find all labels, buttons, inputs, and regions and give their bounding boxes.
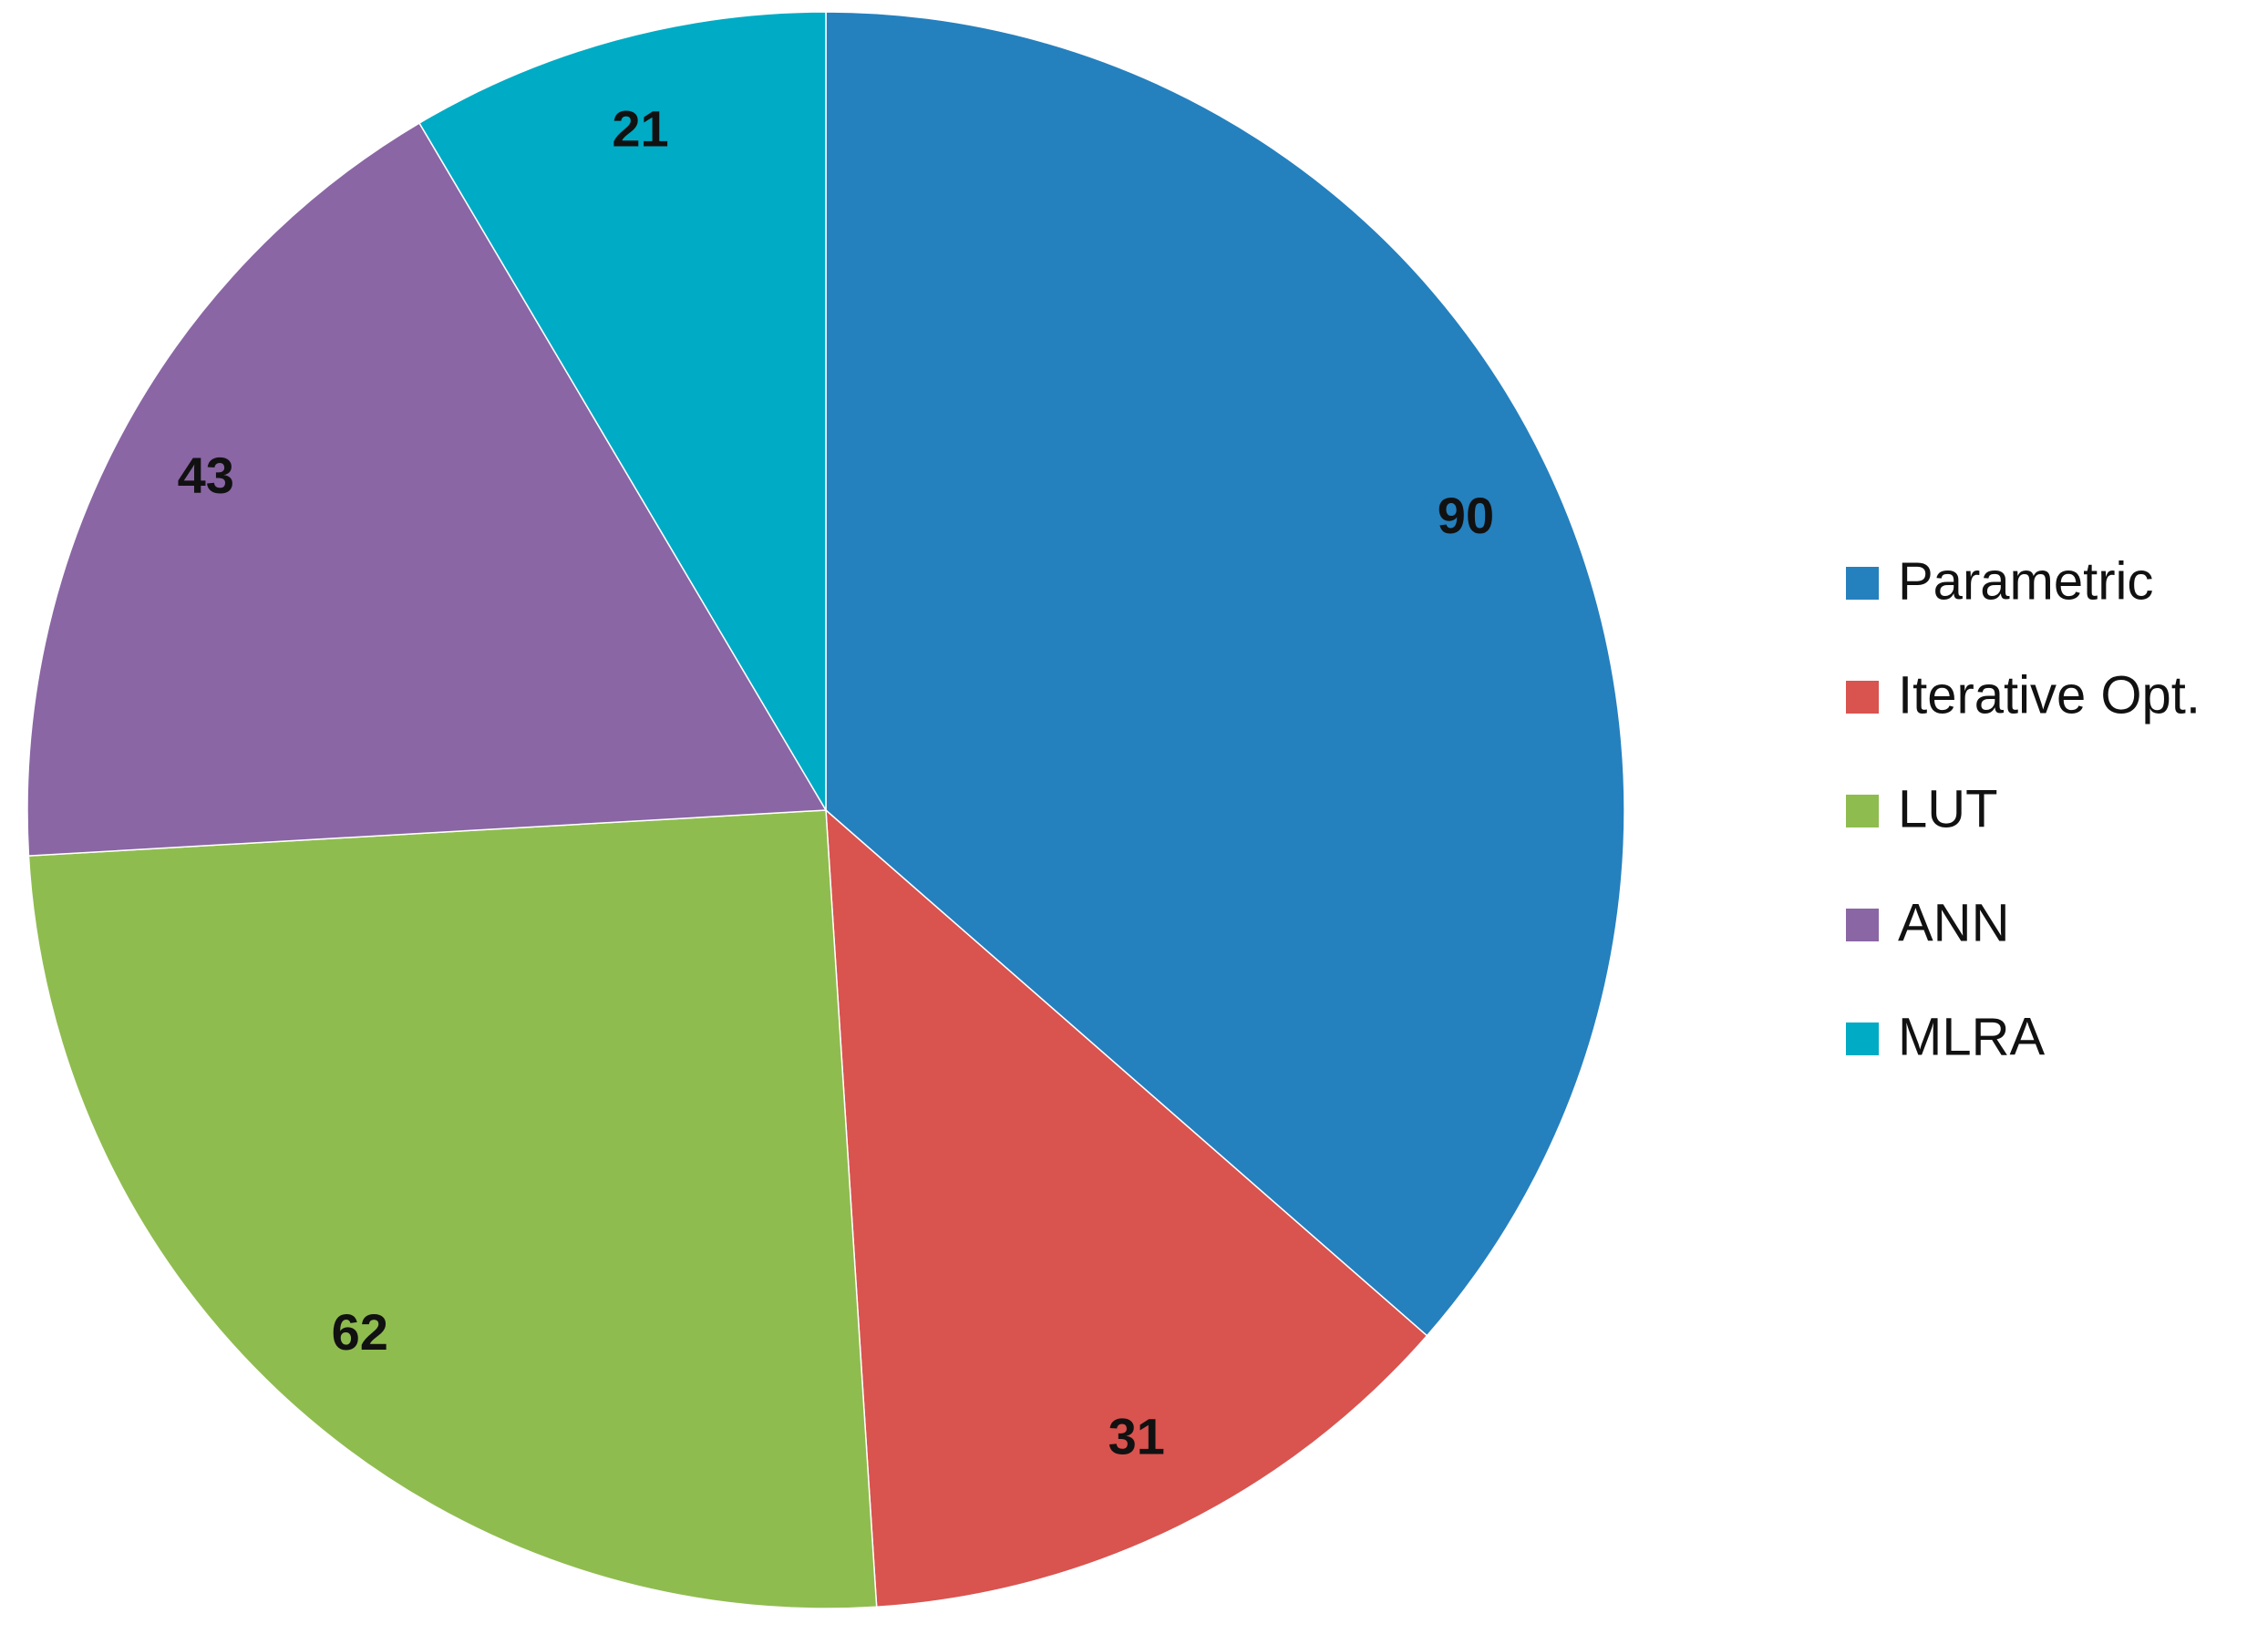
pie-slice <box>825 11 1625 1337</box>
legend-swatch <box>1846 681 1879 714</box>
pie-slice <box>26 122 828 857</box>
data-label: 21 <box>612 99 668 157</box>
pie-slice <box>825 808 1428 1608</box>
legend-label: MLRA <box>1898 1007 2045 1066</box>
legend-swatch <box>1846 909 1879 941</box>
legend-label: Parametric <box>1898 551 2153 611</box>
legend-label: ANN <box>1898 893 2009 952</box>
legend-label: Iterative Opt. <box>1898 665 2201 725</box>
data-label: 90 <box>1438 487 1494 544</box>
legend-swatch <box>1846 1023 1879 1055</box>
pie-slice <box>418 11 827 813</box>
legend-swatch <box>1846 795 1879 827</box>
data-label: 43 <box>178 447 234 504</box>
pie-slice <box>27 809 878 1609</box>
legend-swatch <box>1846 567 1879 600</box>
data-label: 62 <box>332 1303 388 1361</box>
legend-label: LUT <box>1898 779 1998 838</box>
data-label: 31 <box>1108 1407 1165 1464</box>
